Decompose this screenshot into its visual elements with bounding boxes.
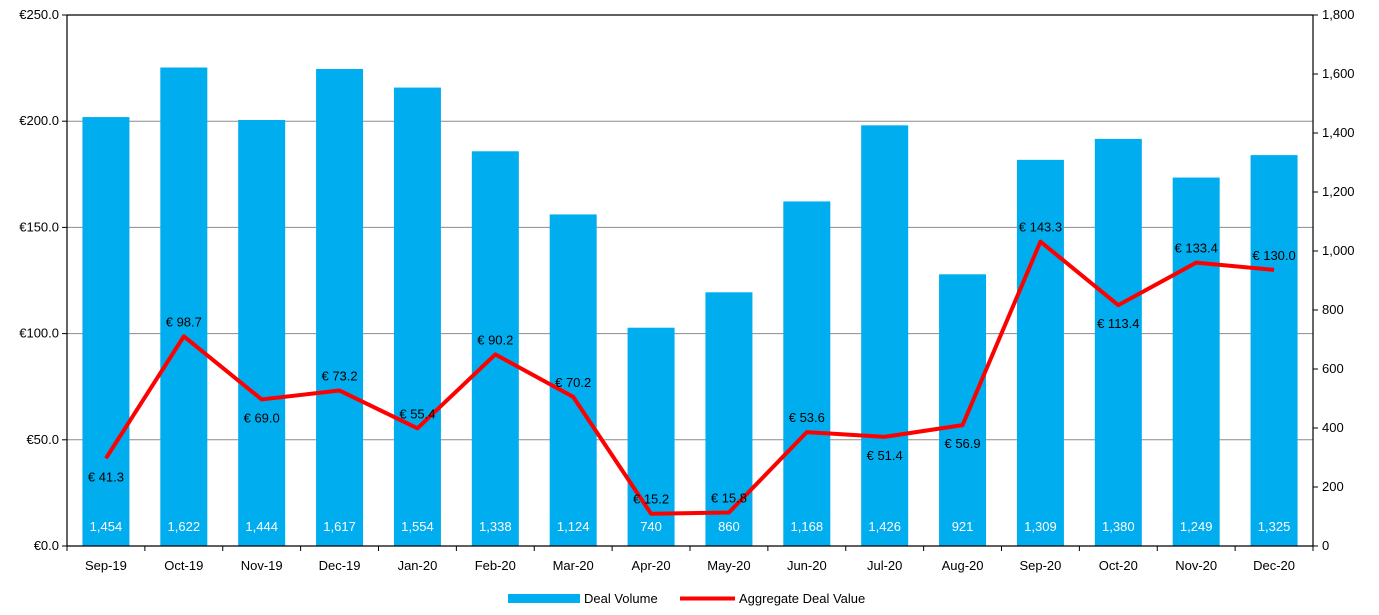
line-data-label: € 70.2 <box>555 375 591 390</box>
right-tick-label: 1,200 <box>1322 184 1355 199</box>
line-data-label: € 133.4 <box>1175 241 1218 256</box>
left-tick-label: €50.0 <box>26 432 59 447</box>
bar-data-label: 1,249 <box>1180 519 1213 534</box>
x-tick-label: Jan-20 <box>398 558 438 573</box>
legend-swatch-deal-volume <box>508 594 580 603</box>
left-tick-label: €250.0 <box>19 7 59 22</box>
bar-data-label: 740 <box>640 519 662 534</box>
x-tick-label: Dec-19 <box>319 558 361 573</box>
line-data-label: € 98.7 <box>166 314 202 329</box>
bar-data-label: 1,622 <box>168 519 201 534</box>
bar-data-label: 860 <box>718 519 740 534</box>
bar-data-label: 1,554 <box>401 519 434 534</box>
bar-data-label: 1,380 <box>1102 519 1135 534</box>
bar-data-label: 1,309 <box>1024 519 1057 534</box>
bar-nov-20 <box>1173 178 1220 546</box>
x-tick-label: Mar-20 <box>553 558 594 573</box>
bar-dec-20 <box>1251 155 1298 546</box>
x-tick-label: Oct-20 <box>1099 558 1138 573</box>
legend-label-aggregate-deal-value: Aggregate Deal Value <box>739 591 865 606</box>
right-tick-label: 600 <box>1322 361 1344 376</box>
line-data-label: € 15.2 <box>633 492 669 507</box>
right-tick-label: 800 <box>1322 302 1344 317</box>
x-tick-label: May-20 <box>707 558 750 573</box>
bar-sep-20 <box>1017 160 1064 546</box>
line-data-label: € 56.9 <box>944 436 980 451</box>
left-tick-label: €150.0 <box>19 219 59 234</box>
bars-deal-volume <box>82 68 1297 546</box>
bar-data-label: 1,444 <box>245 519 278 534</box>
x-tick-label: Dec-20 <box>1253 558 1295 573</box>
right-tick-label: 0 <box>1322 538 1329 553</box>
bar-jul-20 <box>861 125 908 546</box>
bar-dec-19 <box>316 69 363 546</box>
x-tick-label: Feb-20 <box>475 558 516 573</box>
line-data-label: € 73.2 <box>321 369 357 384</box>
line-data-label: € 41.3 <box>88 469 124 484</box>
x-tick-label: Apr-20 <box>632 558 671 573</box>
bar-data-label: 1,426 <box>868 519 901 534</box>
bar-nov-19 <box>238 120 285 546</box>
bar-feb-20 <box>472 151 519 546</box>
x-tick-label: Aug-20 <box>942 558 984 573</box>
line-data-label: € 130.0 <box>1252 248 1295 263</box>
bar-data-label: 1,325 <box>1258 519 1291 534</box>
legend: Deal Volume Aggregate Deal Value <box>508 591 865 606</box>
bar-jan-20 <box>394 88 441 546</box>
line-data-label: € 55.4 <box>399 406 435 421</box>
line-data-label: € 51.4 <box>867 448 903 463</box>
line-data-label: € 69.0 <box>244 410 280 425</box>
right-tick-label: 1,600 <box>1322 66 1355 81</box>
left-tick-label: €200.0 <box>19 113 59 128</box>
bar-may-20 <box>705 292 752 546</box>
bar-oct-20 <box>1095 139 1142 546</box>
left-tick-label: €0.0 <box>34 538 59 553</box>
line-data-label: € 113.4 <box>1097 316 1139 331</box>
bar-data-label: 1,617 <box>323 519 356 534</box>
line-data-label: € 90.2 <box>477 332 513 347</box>
right-tick-label: 400 <box>1322 420 1344 435</box>
line-data-label: € 53.6 <box>789 410 825 425</box>
right-tick-label: 1,800 <box>1322 7 1355 22</box>
axes: €0.0 €50.0 €100.0 €150.0 €200.0 €250.0 0 200 400… <box>19 7 1354 573</box>
x-tick-label: Sep-19 <box>85 558 127 573</box>
x-tick-label: Jun-20 <box>787 558 827 573</box>
legend-label-deal-volume: Deal Volume <box>584 591 658 606</box>
bar-data-label: 1,124 <box>557 519 590 534</box>
right-tick-label: 1,000 <box>1322 243 1355 258</box>
bar-data-label: 1,168 <box>791 519 824 534</box>
bar-jun-20 <box>783 201 830 546</box>
x-tick-label: Nov-20 <box>1175 558 1217 573</box>
right-tick-label: 1,400 <box>1322 125 1355 140</box>
bar-data-label: 921 <box>952 519 974 534</box>
right-tick-label: 200 <box>1322 479 1344 494</box>
bar-oct-19 <box>160 68 207 546</box>
line-data-label: € 15.8 <box>711 490 747 505</box>
x-tick-label: Nov-19 <box>241 558 283 573</box>
x-tick-label: Oct-19 <box>164 558 203 573</box>
x-tick-label: Jul-20 <box>867 558 902 573</box>
left-tick-label: €100.0 <box>19 326 59 341</box>
bar-data-label: 1,454 <box>90 519 123 534</box>
bar-aug-20 <box>939 274 986 546</box>
line-data-label: € 143.3 <box>1019 220 1062 235</box>
bar-data-label: 1,338 <box>479 519 512 534</box>
x-tick-label: Sep-20 <box>1019 558 1061 573</box>
